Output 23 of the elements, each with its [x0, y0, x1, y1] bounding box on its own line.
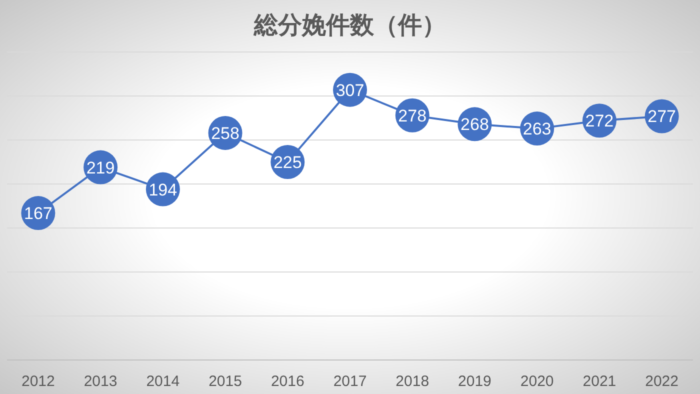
- data-label: 307: [336, 80, 364, 100]
- x-tick-label: 2017: [333, 373, 367, 390]
- data-label: 277: [648, 107, 676, 126]
- x-tick-label: 2019: [458, 373, 492, 390]
- x-tick-label: 2016: [270, 373, 304, 390]
- data-label: 278: [398, 106, 427, 126]
- x-tick-label: 2014: [146, 373, 180, 390]
- x-tick-label: 2018: [396, 373, 430, 390]
- x-tick-label: 2020: [520, 373, 554, 390]
- data-label: 194: [148, 180, 178, 200]
- chart-title: 総分娩件数（件）: [253, 12, 446, 39]
- x-tick-label: 2015: [208, 373, 242, 390]
- data-label: 272: [585, 112, 614, 131]
- data-label: 225: [273, 153, 302, 172]
- x-tick-label: 2021: [582, 373, 616, 390]
- data-label: 263: [522, 120, 552, 139]
- data-label: 258: [211, 124, 240, 143]
- data-label: 219: [86, 158, 115, 178]
- data-label: 167: [24, 204, 52, 224]
- x-tick-label: 2012: [21, 373, 55, 390]
- data-label: 268: [460, 115, 489, 134]
- x-tick-label: 2022: [645, 373, 679, 390]
- x-tick-label: 2013: [84, 373, 118, 390]
